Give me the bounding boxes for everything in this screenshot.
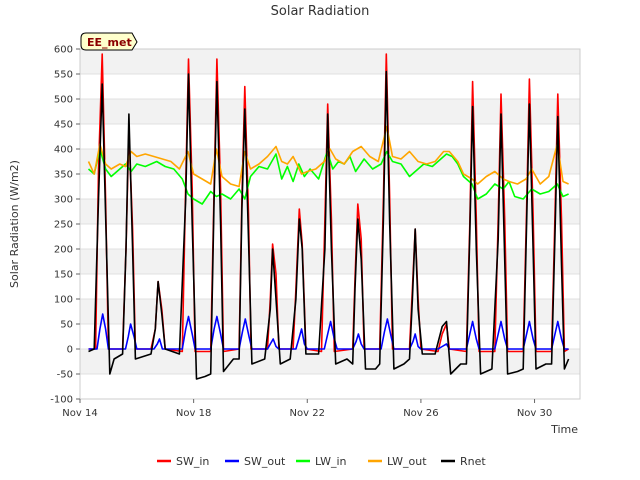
y-tick-label: 500 xyxy=(54,95,73,106)
x-axis-label: Time xyxy=(550,423,578,436)
legend-label: SW_out xyxy=(244,455,286,468)
series-line-sw-out xyxy=(88,313,569,350)
x-tick-label: Nov 30 xyxy=(517,408,552,419)
y-axis-label: Solar Radiation (W/m2) xyxy=(8,160,21,288)
legend-item-lw-in: LW_in xyxy=(296,455,347,468)
legend-label: Rnet xyxy=(460,455,486,468)
legend-item-rnet: Rnet xyxy=(441,455,486,468)
series-line-rnet xyxy=(88,70,570,380)
y-tick-label: 600 xyxy=(54,45,73,56)
legend-label: LW_in xyxy=(315,455,347,468)
chart-title: Solar Radiation xyxy=(271,4,370,19)
legend-label: LW_out xyxy=(387,455,427,468)
y-tick-label: 250 xyxy=(54,220,73,231)
site-badge: EE_met xyxy=(80,32,138,51)
series-line-lw-out xyxy=(87,125,569,188)
y-tick-label: 400 xyxy=(54,145,73,156)
legend: SW_in SW_out LW_in LW_out Rnet xyxy=(157,455,486,468)
y-tick-label: 450 xyxy=(54,120,73,131)
legend-item-sw-in: SW_in xyxy=(157,455,209,468)
legend-label: SW_in xyxy=(176,455,209,468)
x-axis-ticks: Nov 14 Nov 18 Nov 22 Nov 26 Nov 30 xyxy=(62,399,552,419)
y-tick-label: -50 xyxy=(57,370,73,381)
background-band xyxy=(80,299,580,324)
y-tick-label: 550 xyxy=(54,70,73,81)
y-tick-label: 200 xyxy=(54,245,73,256)
badge-label: EE_met xyxy=(87,36,132,49)
background-band xyxy=(80,349,580,374)
legend-item-sw-out: SW_out xyxy=(225,455,286,468)
y-tick-label: 150 xyxy=(54,270,73,281)
x-tick-label: Nov 22 xyxy=(290,408,325,419)
legend-item-lw-out: LW_out xyxy=(368,455,427,468)
y-axis-ticks: -100 -50 0 50 100 150 200 250 300 350 400 450 500 550… xyxy=(50,45,80,406)
x-tick-label: Nov 18 xyxy=(176,408,211,419)
y-tick-label: 300 xyxy=(54,195,73,206)
x-tick-label: Nov 26 xyxy=(403,408,438,419)
y-tick-label: 0 xyxy=(67,345,73,356)
y-tick-label: 50 xyxy=(60,320,73,331)
y-tick-label: -100 xyxy=(50,395,73,406)
y-tick-label: 100 xyxy=(54,295,73,306)
badge-shape xyxy=(80,32,138,51)
series-lines xyxy=(87,53,570,380)
x-tick-label: Nov 14 xyxy=(62,408,97,419)
background-band xyxy=(80,49,580,74)
background-band xyxy=(80,99,580,124)
y-tick-label: 350 xyxy=(54,170,73,181)
